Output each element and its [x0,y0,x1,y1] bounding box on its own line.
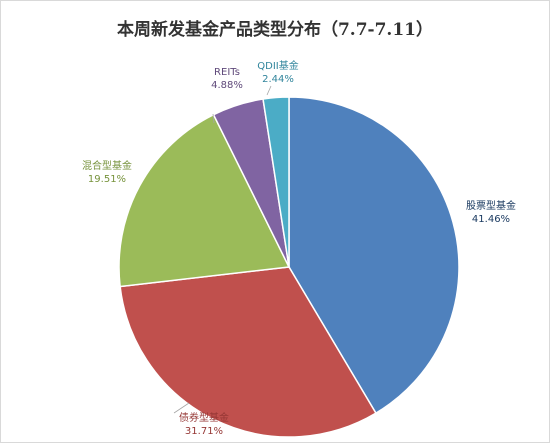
pie-slice-0 [288,96,460,415]
slice-value-label-0: 41.46% [472,214,510,225]
leader-line-2 [266,85,272,96]
slice-name-label-1: 债券型基金 [179,411,229,424]
pie-slice-1 [119,266,377,438]
slice-name-label-4: QDII基金 [257,59,298,72]
slice-value-label-4: 2.44% [262,74,294,85]
pie-slice-2 [118,113,291,288]
slice-name-label-0: 股票型基金 [466,199,516,212]
leader-line-0 [173,402,190,414]
chart-title: 本周新发基金产品类型分布（7.7-7.11） [116,20,434,40]
slice-name-label-2: 混合型基金 [82,159,132,172]
slice-value-label-2: 19.51% [88,174,126,185]
slice-name-label-3: REITs [214,67,240,78]
slice-value-label-1: 31.71% [185,426,223,437]
pie-slice-4 [262,96,290,268]
leader-line-1 [212,113,215,124]
slice-value-label-3: 4.88% [211,80,243,91]
